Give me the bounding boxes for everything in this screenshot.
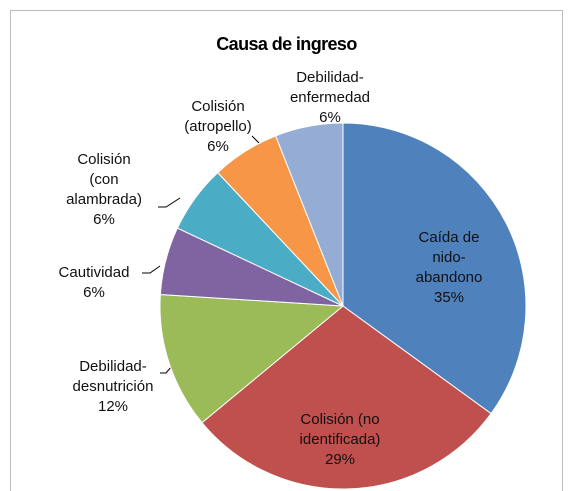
pie-slice <box>274 122 344 307</box>
category-label: Colisión (no identificada) <box>299 411 381 448</box>
slice-label: Colisión (no identificada) 29% <box>278 410 403 470</box>
value-label: 6% <box>93 211 115 228</box>
leader-line <box>160 365 173 374</box>
slice-label: Cautividad 6% <box>49 263 139 303</box>
leader-line <box>158 197 181 208</box>
category-label: Colisión (atropello) <box>184 98 252 135</box>
value-label: 12% <box>97 398 129 415</box>
slice-label: Caída de nido-abandono 35% <box>403 228 495 308</box>
category-label: Cautividad <box>58 264 130 281</box>
slices <box>159 122 527 490</box>
slice-label: Debilidad-desnutrición 12% <box>63 357 163 417</box>
value-label: 29% <box>324 451 356 468</box>
pie-slice <box>342 122 527 415</box>
slice-label: Colisión (con alambrada) 6% <box>64 150 144 230</box>
chart-title: Causa de ingreso <box>216 34 357 54</box>
category-label: Colisión (con alambrada) <box>66 151 142 208</box>
leader-line <box>142 265 161 274</box>
slice-label: Debilidad-enfermedad 6% <box>280 68 380 128</box>
pie-slice <box>159 293 345 424</box>
value-label: 6% <box>207 138 229 155</box>
value-label: 6% <box>319 109 341 126</box>
category-label: Debilidad-enfermedad <box>289 69 371 106</box>
category-label: Debilidad-desnutrición <box>72 358 154 395</box>
pie-slice <box>201 305 492 490</box>
category-label: Caída de nido-abandono <box>415 229 483 286</box>
value-label: 6% <box>83 284 105 301</box>
value-label: 35% <box>433 289 465 306</box>
slice-label: Colisión (atropello) 6% <box>176 97 261 157</box>
